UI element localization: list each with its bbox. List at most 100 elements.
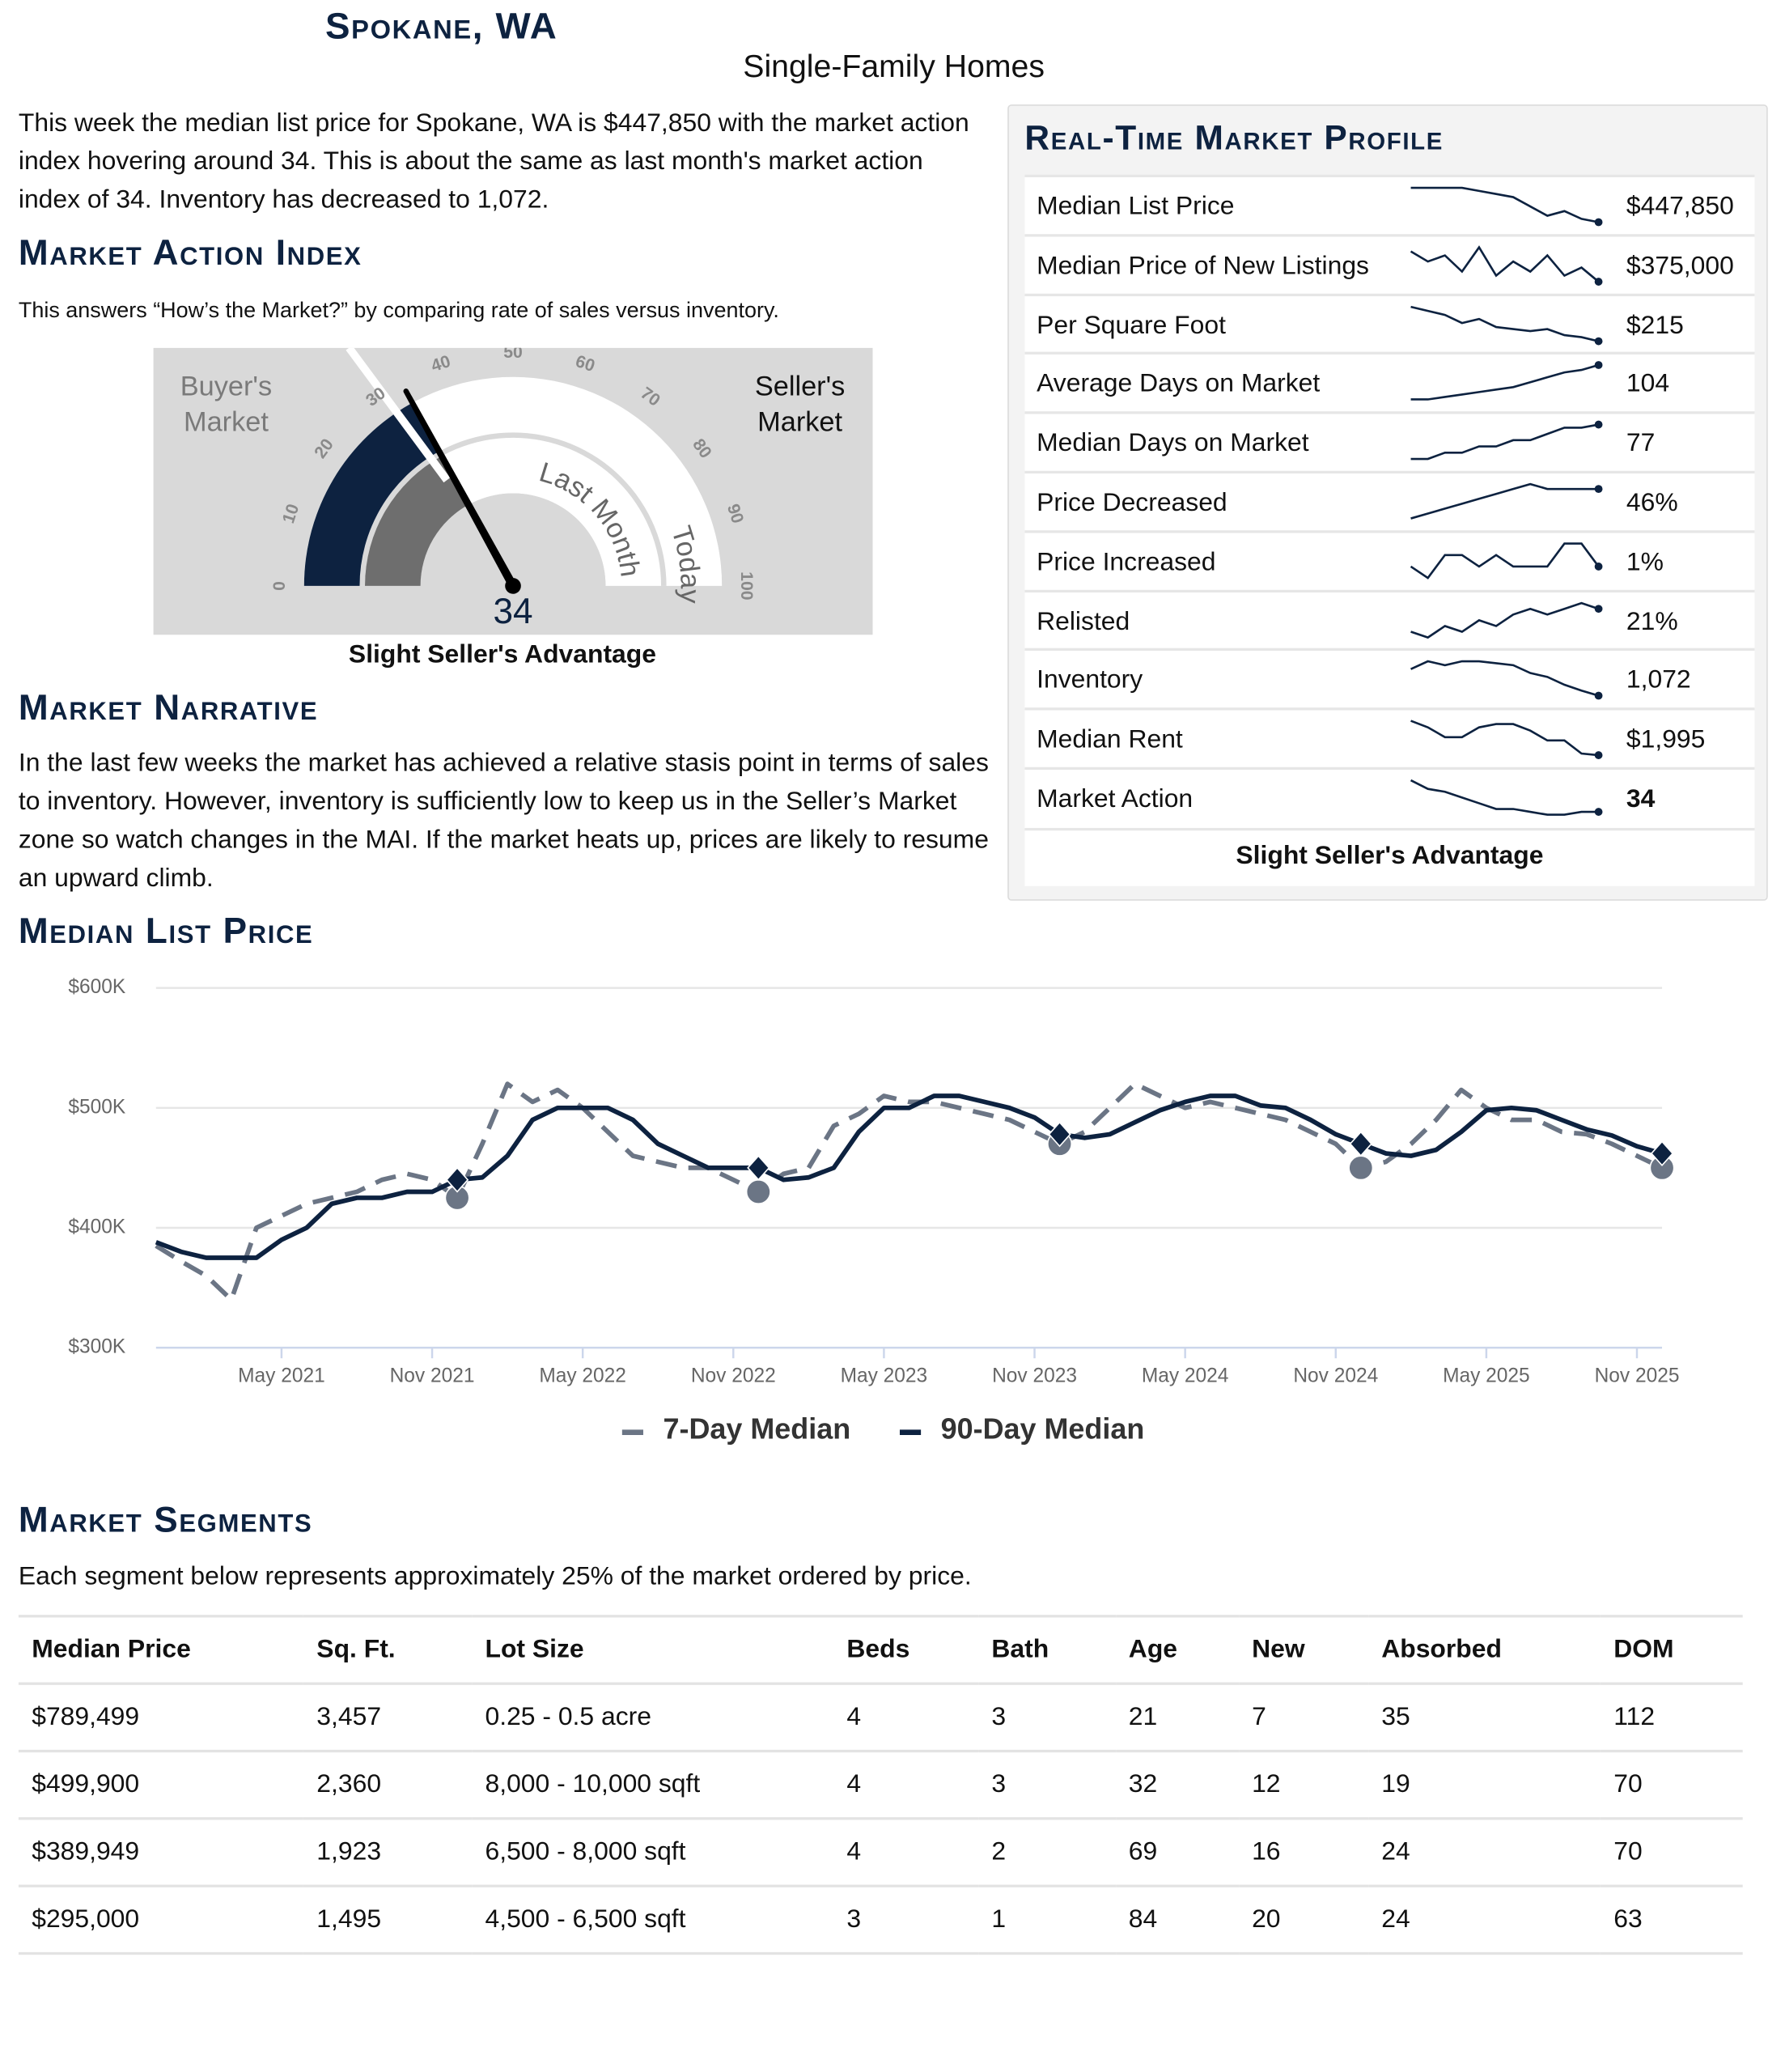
table-header: Median Price Sq. Ft. Lot Size Beds Bath Age Ne… <box>18 1615 1743 1685</box>
table-cell: 4,500 - 6,500 sqft <box>472 1884 834 1955</box>
y-tick-label: $600K <box>68 976 126 998</box>
point-marker <box>1650 1140 1674 1167</box>
profile-row: Median Days on Market 77 <box>1024 411 1755 473</box>
profile-row: Median Price of New Listings $375,000 <box>1024 233 1755 295</box>
table-cell: 3 <box>833 1884 979 1955</box>
sparkline-end <box>1594 692 1603 701</box>
point-marker <box>1349 1131 1372 1157</box>
table-cell: 20 <box>1238 1884 1368 1955</box>
last-month-arc <box>365 456 469 586</box>
sparkline-line <box>1410 660 1599 698</box>
section-heading: Market Action Index <box>18 232 363 273</box>
profile-row: Inventory 1,072 <box>1024 648 1755 710</box>
table-cell: 35 <box>1367 1682 1601 1753</box>
sparkline-line <box>1410 720 1599 757</box>
column-header: Absorbed <box>1367 1615 1601 1685</box>
profile-value: $375,000 <box>1626 251 1734 281</box>
sparkline-line <box>1410 541 1600 580</box>
point-marker <box>747 1154 770 1181</box>
sparkline <box>1410 420 1603 461</box>
profile-value: 77 <box>1626 428 1656 458</box>
table-cell: 1,495 <box>303 1884 473 1955</box>
gauge-verdict: Slight Seller's Advantage <box>348 639 656 669</box>
y-tick-label: $400K <box>68 1216 126 1238</box>
table-cell: 24 <box>1367 1884 1601 1955</box>
sparkline-line <box>1410 186 1599 223</box>
table-row: $295,000 1,495 4,500 - 6,500 sqft 3 1 84 20 24 6… <box>18 1884 1743 1955</box>
table-cell: 1 <box>978 1884 1116 1955</box>
table-cell: 3 <box>978 1682 1116 1753</box>
sparkline-end <box>1594 808 1603 816</box>
profile-label: Price Decreased <box>1037 487 1227 517</box>
table-cell: 0.25 - 0.5 acre <box>472 1682 834 1753</box>
line-chart: $300K $400K $500K $600K May 2021 Nov 2021 May … <box>68 976 1679 1446</box>
profile-verdict: Slight Seller's Advantage <box>1024 827 1755 886</box>
sparkline-line <box>1410 364 1599 401</box>
profile-label: Price Increased <box>1037 547 1216 577</box>
sparkline-line <box>1410 601 1600 639</box>
column-header: Bath <box>978 1615 1116 1685</box>
point-marker <box>745 1178 771 1205</box>
table-row: $789,499 3,457 0.25 - 0.5 acre 4 3 21 7 35 112 <box>18 1682 1743 1753</box>
page-title: Spokane, WA <box>324 5 558 47</box>
narrative-text: In the last few weeks the market has ach… <box>18 748 989 893</box>
table-cell: 12 <box>1238 1749 1368 1820</box>
sellers-label: Seller's Market <box>754 372 846 438</box>
legend-label: 7-Day Median <box>663 1412 850 1446</box>
sparkline <box>1410 541 1603 580</box>
sparkline <box>1410 186 1603 227</box>
sparkline <box>1410 482 1603 520</box>
series-line <box>155 1081 1664 1302</box>
table-cell: 21 <box>1115 1682 1239 1753</box>
table-row: $499,900 2,360 8,000 - 10,000 sqft 4 3 32 12 19… <box>18 1749 1743 1820</box>
segments-table: Median Price Sq. Ft. Lot Size Beds Bath Age Ne… <box>18 1615 1743 1955</box>
gauge-value: 34 <box>493 592 532 631</box>
profile-value: 46% <box>1626 487 1678 517</box>
profile-heading: Real-Time Market Profile <box>1024 117 1444 158</box>
point-marker <box>1348 1155 1374 1181</box>
y-tick-label: $500K <box>68 1096 126 1118</box>
profile-row: Per Square Foot $215 <box>1024 293 1755 355</box>
table-cell: 8,000 - 10,000 sqft <box>472 1749 834 1820</box>
section-description: Each segment below represents approximat… <box>18 1561 972 1591</box>
table-cell: 3 <box>978 1749 1116 1820</box>
profile-label: Relisted <box>1037 606 1130 636</box>
table-body: $789,499 3,457 0.25 - 0.5 acre 4 3 21 7 35 112 $4… <box>18 1682 1743 1955</box>
sparkline <box>1410 779 1603 816</box>
profile-label: Average Days on Market <box>1037 369 1321 399</box>
sparkline-line <box>1410 482 1599 520</box>
x-tick-label: May 2021 <box>238 1365 325 1387</box>
table-cell: 112 <box>1600 1682 1743 1753</box>
profile-value: 1% <box>1626 547 1664 577</box>
zone-divider <box>346 347 451 483</box>
gauge-inner <box>420 493 606 586</box>
sparkline <box>1410 720 1603 760</box>
table-cell: 6,500 - 8,000 sqft <box>472 1817 834 1887</box>
profile-value: 21% <box>1626 606 1678 636</box>
profile-row: Price Increased 1% <box>1024 529 1755 592</box>
table-cell: 70 <box>1600 1817 1743 1887</box>
legend-label: 90-Day Median <box>941 1412 1145 1446</box>
x-tick-label: May 2022 <box>539 1365 626 1387</box>
table-cell: $389,949 <box>18 1817 303 1887</box>
sparkline-end <box>1594 218 1603 227</box>
table-cell: $295,000 <box>18 1884 303 1955</box>
sparkline-end <box>1594 604 1603 613</box>
profile-panel: Real-Time Market Profile Median List Pri… <box>1007 104 1768 901</box>
table-cell: 70 <box>1600 1749 1743 1820</box>
sparkline-end <box>1594 485 1603 494</box>
sparkline-end <box>1594 420 1603 429</box>
section-heading: Market Segments <box>18 1500 313 1540</box>
y-tick-label: $300K <box>68 1336 126 1358</box>
sparkline <box>1410 305 1603 345</box>
gauge-tick-label: 100 <box>737 571 757 600</box>
x-tick-label: Nov 2022 <box>691 1365 776 1387</box>
column-header: Age <box>1115 1615 1239 1685</box>
table-cell: 2,360 <box>303 1749 473 1820</box>
column-header: Median Price <box>18 1615 303 1685</box>
profile-label: Per Square Foot <box>1037 310 1226 340</box>
table-cell: 32 <box>1115 1749 1239 1820</box>
sparkline <box>1410 601 1603 639</box>
table-cell: 1,923 <box>303 1817 473 1887</box>
